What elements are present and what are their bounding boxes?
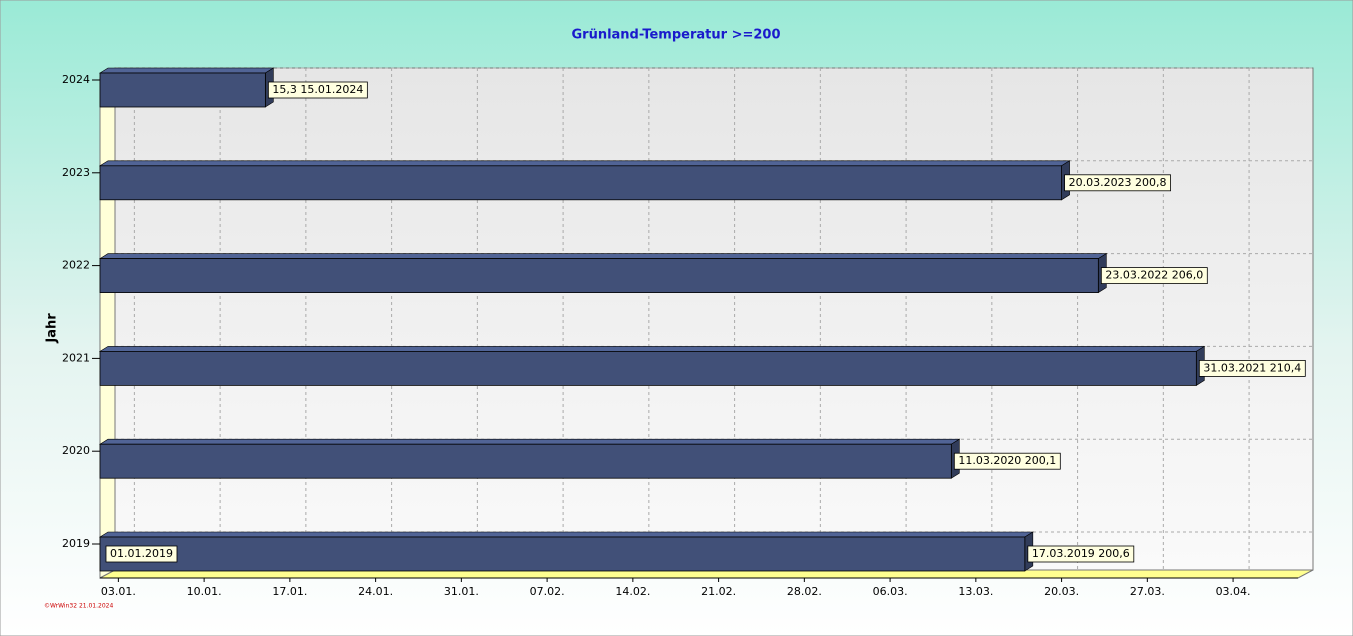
x-tick-label: 31.01. [444,585,479,598]
bar [99,443,952,479]
bar-top [98,67,275,74]
y-axis-label: Jahr [45,313,60,344]
data-label: 20.03.2023 200,8 [1069,176,1167,189]
data-label-box [267,81,368,99]
x-tick-label: 17.01. [272,585,307,598]
x-tick-label: 28.02. [787,585,822,598]
bar-top [98,438,961,445]
y-tick-label: 2023 [62,166,90,179]
bar [99,350,1197,386]
data-label-box [1027,545,1135,563]
bar-top [98,253,1108,259]
start-label-box [105,545,178,563]
data-label-box [1198,359,1306,377]
x-tick-label: 27.03. [1130,585,1165,598]
start-label: 01.01.2019 [110,547,173,560]
bar-top [98,160,1071,167]
bar-top [98,346,1206,352]
x-tick-label: 03.01. [101,585,136,598]
x-tick-label: 13.03. [958,585,993,598]
bar [99,536,1026,572]
y-tick-label: 2024 [62,73,90,86]
back-wall [114,67,1314,571]
x-tick-label: 07.02. [530,585,565,598]
y-tick-label: 2021 [62,351,90,364]
x-tick-label: 20.03. [1044,585,1079,598]
data-label-box [1100,267,1208,285]
footer: ©WrWin32 21.01.2024 [44,603,113,610]
data-label: 11.03.2020 200,1 [958,454,1056,467]
data-label-box [953,452,1061,470]
x-tick-label: 21.02. [701,585,736,598]
y-tick-label: 2020 [62,444,90,457]
x-tick-label: 10.01. [187,585,222,598]
y-tick-label: 2019 [62,537,90,550]
data-label: 23.03.2022 206,0 [1105,269,1203,282]
bar-top [98,531,1034,538]
bar [99,72,266,108]
y-tick-label: 2022 [62,259,90,272]
bar [99,165,1062,201]
data-label: 15,3 15.01.2024 [272,83,363,96]
x-tick-label: 06.03. [873,585,908,598]
left-wall [99,67,116,579]
x-tick-label: 03.04. [1216,585,1251,598]
x-tick-label: 24.01. [358,585,393,598]
bar [99,258,1099,294]
chart-title: Grünland-Temperatur >=200 [571,28,780,43]
data-label: 31.03.2021 210,4 [1203,361,1301,374]
x-tick-label: 14.02. [615,585,650,598]
data-label: 17.03.2019 200,6 [1032,547,1130,560]
data-label-box [1064,174,1171,192]
